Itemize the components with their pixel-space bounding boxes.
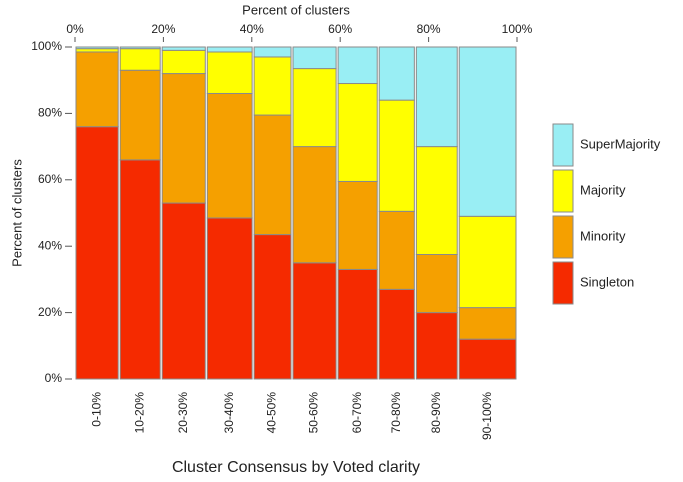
x-axis-title: Cluster Consensus by Voted clarity bbox=[172, 459, 420, 476]
segment bbox=[292, 68, 337, 148]
segment bbox=[337, 268, 378, 380]
x-tick-label: 20-30% bbox=[176, 392, 190, 434]
segment bbox=[458, 338, 517, 380]
x-tick-label: 40-50% bbox=[265, 392, 279, 434]
legend-swatch bbox=[552, 261, 574, 305]
segment bbox=[378, 46, 415, 101]
segment bbox=[378, 210, 415, 290]
y-axis-title: Percent of clusters bbox=[9, 159, 24, 267]
x-tick-label: 80-90% bbox=[429, 392, 443, 434]
segment bbox=[206, 51, 253, 94]
legend-swatch bbox=[552, 169, 574, 213]
segment bbox=[253, 46, 292, 58]
segment bbox=[253, 114, 292, 236]
y-tick-label: 20% bbox=[38, 305, 62, 319]
y-tick-label: 100% bbox=[31, 39, 62, 53]
segment bbox=[75, 51, 119, 128]
x-top-tick-label: 100% bbox=[502, 22, 533, 36]
x-tick-label: 10-20% bbox=[132, 392, 146, 434]
y-tick-label: 0% bbox=[45, 371, 63, 385]
legend-label: Majority bbox=[580, 182, 626, 197]
y-tick-label: 60% bbox=[38, 172, 62, 186]
x-tick-label: 60-70% bbox=[350, 392, 364, 434]
legend-swatch bbox=[552, 215, 574, 259]
segment bbox=[119, 69, 161, 161]
segment bbox=[75, 46, 119, 50]
x-top-tick-label: 40% bbox=[240, 22, 264, 36]
segment bbox=[206, 92, 253, 219]
segment bbox=[415, 312, 458, 380]
segment bbox=[337, 180, 378, 270]
segment bbox=[458, 46, 517, 217]
y-tick-label: 40% bbox=[38, 238, 62, 252]
segment bbox=[415, 254, 458, 314]
legend-label: Singleton bbox=[580, 274, 634, 289]
top-axis-title: Percent of clusters bbox=[242, 2, 350, 17]
segment bbox=[75, 126, 119, 380]
segment bbox=[337, 83, 378, 182]
segment bbox=[458, 307, 517, 340]
x-tick-label: 90-100% bbox=[480, 392, 494, 440]
segment bbox=[378, 99, 415, 212]
segment bbox=[161, 202, 206, 380]
legend-label: Minority bbox=[580, 228, 626, 243]
x-top-tick-label: 60% bbox=[328, 22, 352, 36]
segment bbox=[337, 46, 378, 85]
segment bbox=[161, 46, 206, 51]
x-tick-label: 70-80% bbox=[389, 392, 403, 434]
segment bbox=[253, 56, 292, 116]
x-top-tick-label: 80% bbox=[417, 22, 441, 36]
segment bbox=[161, 49, 206, 75]
x-tick-label: 50-60% bbox=[307, 392, 321, 434]
x-tick-label: 0-10% bbox=[89, 392, 103, 427]
x-top-tick-label: 0% bbox=[66, 22, 84, 36]
x-tick-label: 30-40% bbox=[222, 392, 236, 434]
segment bbox=[292, 262, 337, 380]
legend-label: SuperMajority bbox=[580, 136, 661, 151]
segment bbox=[292, 46, 337, 70]
segment bbox=[292, 146, 337, 264]
segment bbox=[415, 46, 458, 148]
segment bbox=[119, 48, 161, 71]
segment bbox=[458, 215, 517, 309]
segment bbox=[378, 288, 415, 380]
segment bbox=[253, 234, 292, 380]
segment bbox=[206, 217, 253, 380]
segment bbox=[415, 146, 458, 256]
segment bbox=[206, 46, 253, 53]
segment bbox=[119, 46, 161, 50]
segment bbox=[119, 159, 161, 380]
y-tick-label: 80% bbox=[38, 106, 62, 120]
x-top-tick-label: 20% bbox=[151, 22, 175, 36]
segment bbox=[161, 73, 206, 204]
legend-swatch bbox=[552, 123, 574, 167]
